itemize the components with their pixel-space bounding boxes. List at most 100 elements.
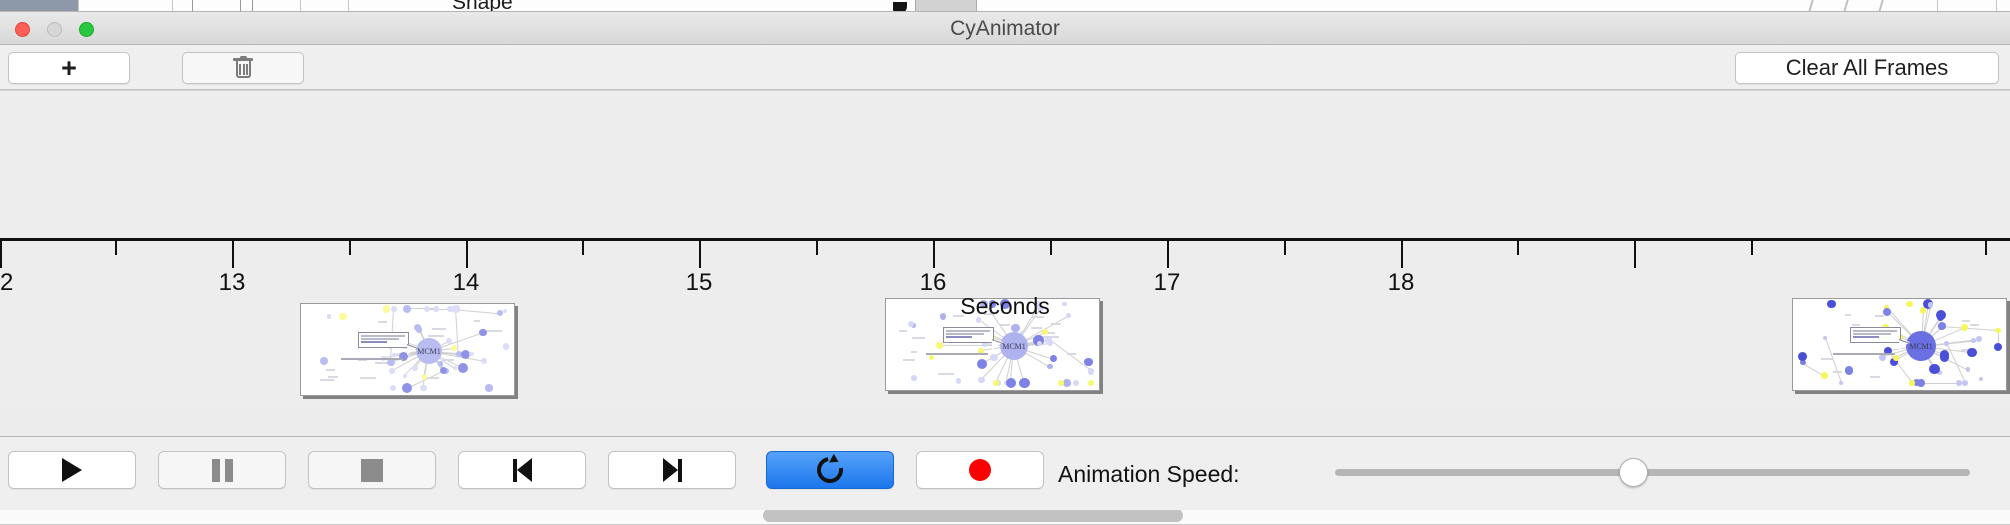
graph-caption [341,358,403,360]
minimize-button[interactable] [47,22,62,37]
graph-node [421,374,427,380]
graph-node [402,382,413,394]
animation-speed-slider[interactable] [1335,469,1970,476]
graph-node [911,375,917,381]
graph-node [402,373,407,378]
frame-thumbnail-1[interactable]: MCM1 [300,303,515,396]
graph-node [1798,351,1808,361]
graph-node [1976,335,1982,342]
skip-previous-icon [512,458,532,482]
graph-node-label [328,376,339,378]
graph-node [1936,370,1943,376]
graph-node [1913,379,1921,387]
graph-node [420,384,427,392]
scrollbar-thumb[interactable] [763,509,1183,522]
graph-caption [1833,353,1895,355]
graph-node-label [1960,349,1971,352]
graph-node [1011,323,1020,333]
graph-node [1839,380,1844,386]
delete-frame-button[interactable] [182,52,304,84]
ruler-tick-label: 18 [1387,269,1415,296]
background-window-tab [0,0,78,11]
ruler-minor-tick [1517,241,1519,255]
graph-node-label [473,319,480,322]
graph-node-label [1851,324,1860,327]
graph-node-label [1961,319,1970,322]
frame-thumbnail-2[interactable]: MCM1 [885,298,1100,391]
graph-node [389,368,395,375]
graph-node [479,328,487,336]
loop-button[interactable] [766,451,894,489]
ruler-tick-label: 13 [218,269,246,296]
graph-node [1065,312,1071,318]
graph-node [485,384,493,392]
graph-node [1005,377,1016,389]
graph-node-label [984,312,996,315]
graph-node [1087,379,1095,387]
graph-node-label [1066,352,1077,355]
graph-node [1050,355,1058,363]
graph-node-label [427,334,444,337]
graph-node [424,306,431,312]
graph-node-label [325,368,336,371]
graph-node [1019,377,1030,389]
graph-node [1917,379,1925,387]
graph-node [386,358,395,367]
graph-node [1827,299,1836,309]
stop-button[interactable] [308,451,436,489]
graph-node-label [902,358,916,361]
frame-thumbnail-3[interactable]: MCM1 [1792,298,2007,391]
graph-node-label [1874,314,1884,317]
ruler-minor-tick [1751,241,1753,255]
graph-node-label [1042,331,1055,334]
graph-node [1944,341,1949,346]
ruler-major-tick [1401,241,1403,268]
graph-tooltip [1850,327,1901,343]
skip-next-button[interactable] [608,451,736,489]
graph-caption [926,353,988,355]
graph-node-label [1832,370,1842,373]
graph-node [403,304,412,314]
graph-node-label [1032,315,1045,318]
skip-previous-button[interactable] [458,451,586,489]
graph-node-label [1970,324,1979,327]
graph-node-label [358,358,368,361]
graph-edge [427,309,451,310]
graph-tooltip [358,332,409,348]
graph-node [1823,335,1828,340]
graph-node [1995,327,2001,334]
graph-node [1965,367,1970,372]
maximize-button[interactable] [79,22,94,37]
graph-node [1063,379,1071,387]
graph-node [975,317,982,323]
close-button[interactable] [15,22,30,37]
timeline-panel[interactable]: MCM1 MCM1 MCM1 12 13 14 15 16 17 18 Seconds [0,90,2010,525]
clear-all-frames-button[interactable]: Clear All Frames [1735,52,1999,84]
play-button[interactable] [8,451,136,489]
pause-button[interactable] [158,451,286,489]
graph-node [1979,376,1984,381]
graph-node [1036,301,1042,307]
trash-icon [233,56,253,80]
graph-node-label [953,315,964,318]
record-button[interactable] [916,451,1044,489]
graph-node [1844,366,1853,375]
graph-node [978,348,984,354]
animation-speed-slider-thumb[interactable] [1618,458,1648,487]
ruler-tick-label: 17 [1153,269,1181,296]
clear-all-frames-label: Clear All Frames [1785,55,1949,80]
graph-node [1800,360,1806,366]
ruler-tick-label: 12 [0,269,14,296]
graph-node-label [899,330,907,332]
timeline-ruler[interactable]: 12 13 14 15 16 17 18 [0,238,2010,330]
graph-node [412,365,418,371]
graph-node [1882,307,1892,317]
graph-node-label [1844,314,1851,317]
add-frame-button[interactable]: + [8,52,130,84]
graph-node-label [432,327,447,330]
graph-node [458,362,469,373]
stop-icon [361,458,383,482]
ruler-minor-tick [115,241,117,255]
playback-toolbar: Animation Speed: [0,436,2010,510]
window-titlebar: CyAnimator [0,12,2010,45]
